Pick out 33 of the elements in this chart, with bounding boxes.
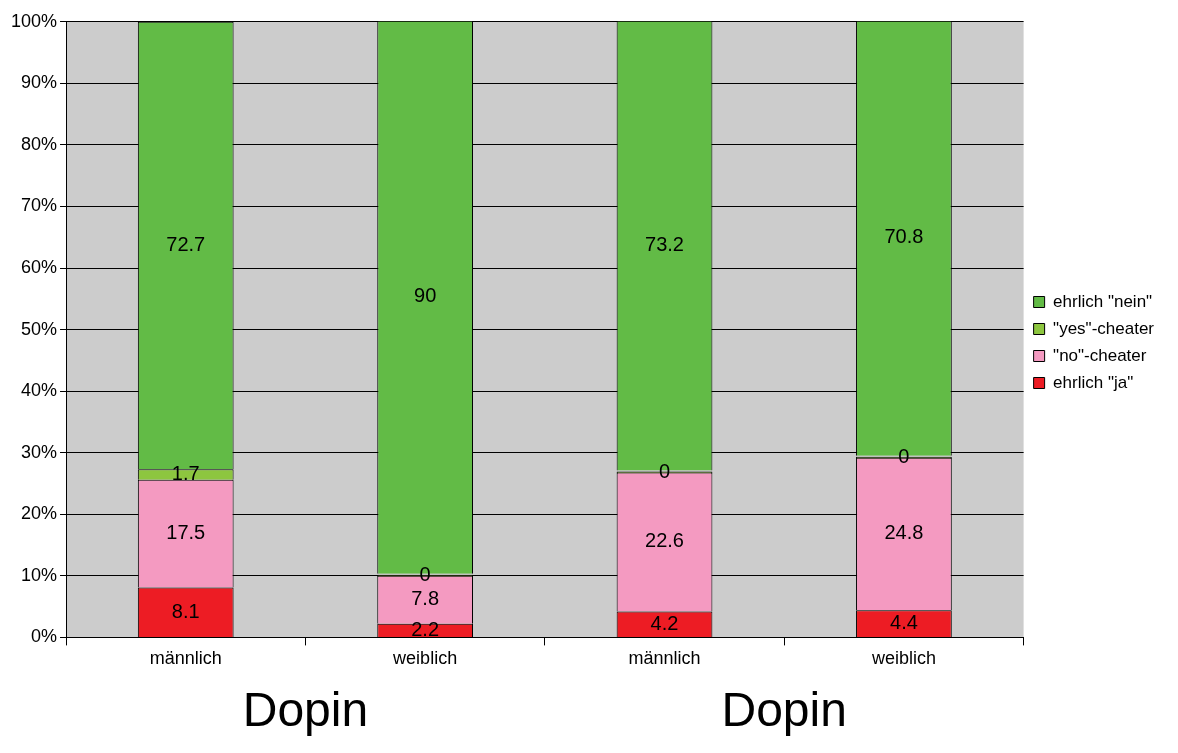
y-tick-label: 0% (31, 626, 58, 647)
data-label: 90 (414, 284, 437, 307)
data-label: 24.8 (884, 521, 924, 544)
legend-label: ehrlich "nein" (1053, 291, 1153, 311)
y-tick-label: 60% (21, 257, 58, 278)
y-tick-label: 10% (21, 564, 58, 585)
text: Dopin (721, 683, 847, 737)
legend-label: ehrlich "ja" (1053, 372, 1134, 392)
x-tick-label: weiblich (870, 648, 936, 669)
data-label: 73.2 (645, 232, 684, 255)
data-label: 7.8 (411, 587, 440, 610)
data-label: 22.6 (645, 529, 684, 552)
legend-label: "yes"-cheater (1053, 318, 1155, 338)
y-tick-label: 20% (21, 503, 58, 524)
y-tick-label: 100% (10, 10, 58, 31)
legend-label: "no"-cheater (1053, 345, 1147, 365)
data-label: 72.7 (166, 233, 206, 256)
data-label: 8.1 (171, 599, 200, 622)
data-label: 70.8 (884, 225, 924, 248)
y-tick-label: 50% (21, 318, 58, 339)
x-tick-label: männlich (628, 648, 701, 669)
y-tick-label: 80% (21, 133, 58, 154)
y-tick-label: 30% (21, 441, 58, 462)
data-label: 4.4 (890, 611, 918, 634)
x-tick-label: weiblich (392, 648, 458, 669)
data-label: 17.5 (166, 521, 206, 544)
y-tick-label: 40% (21, 380, 58, 401)
data-label: 4.2 (650, 611, 679, 634)
data-label: 0 (419, 563, 431, 586)
x-tick-label: männlich (149, 648, 222, 669)
y-tick-label: 90% (21, 72, 58, 93)
y-tick-label: 70% (21, 195, 58, 216)
text: Dopin (242, 683, 369, 737)
